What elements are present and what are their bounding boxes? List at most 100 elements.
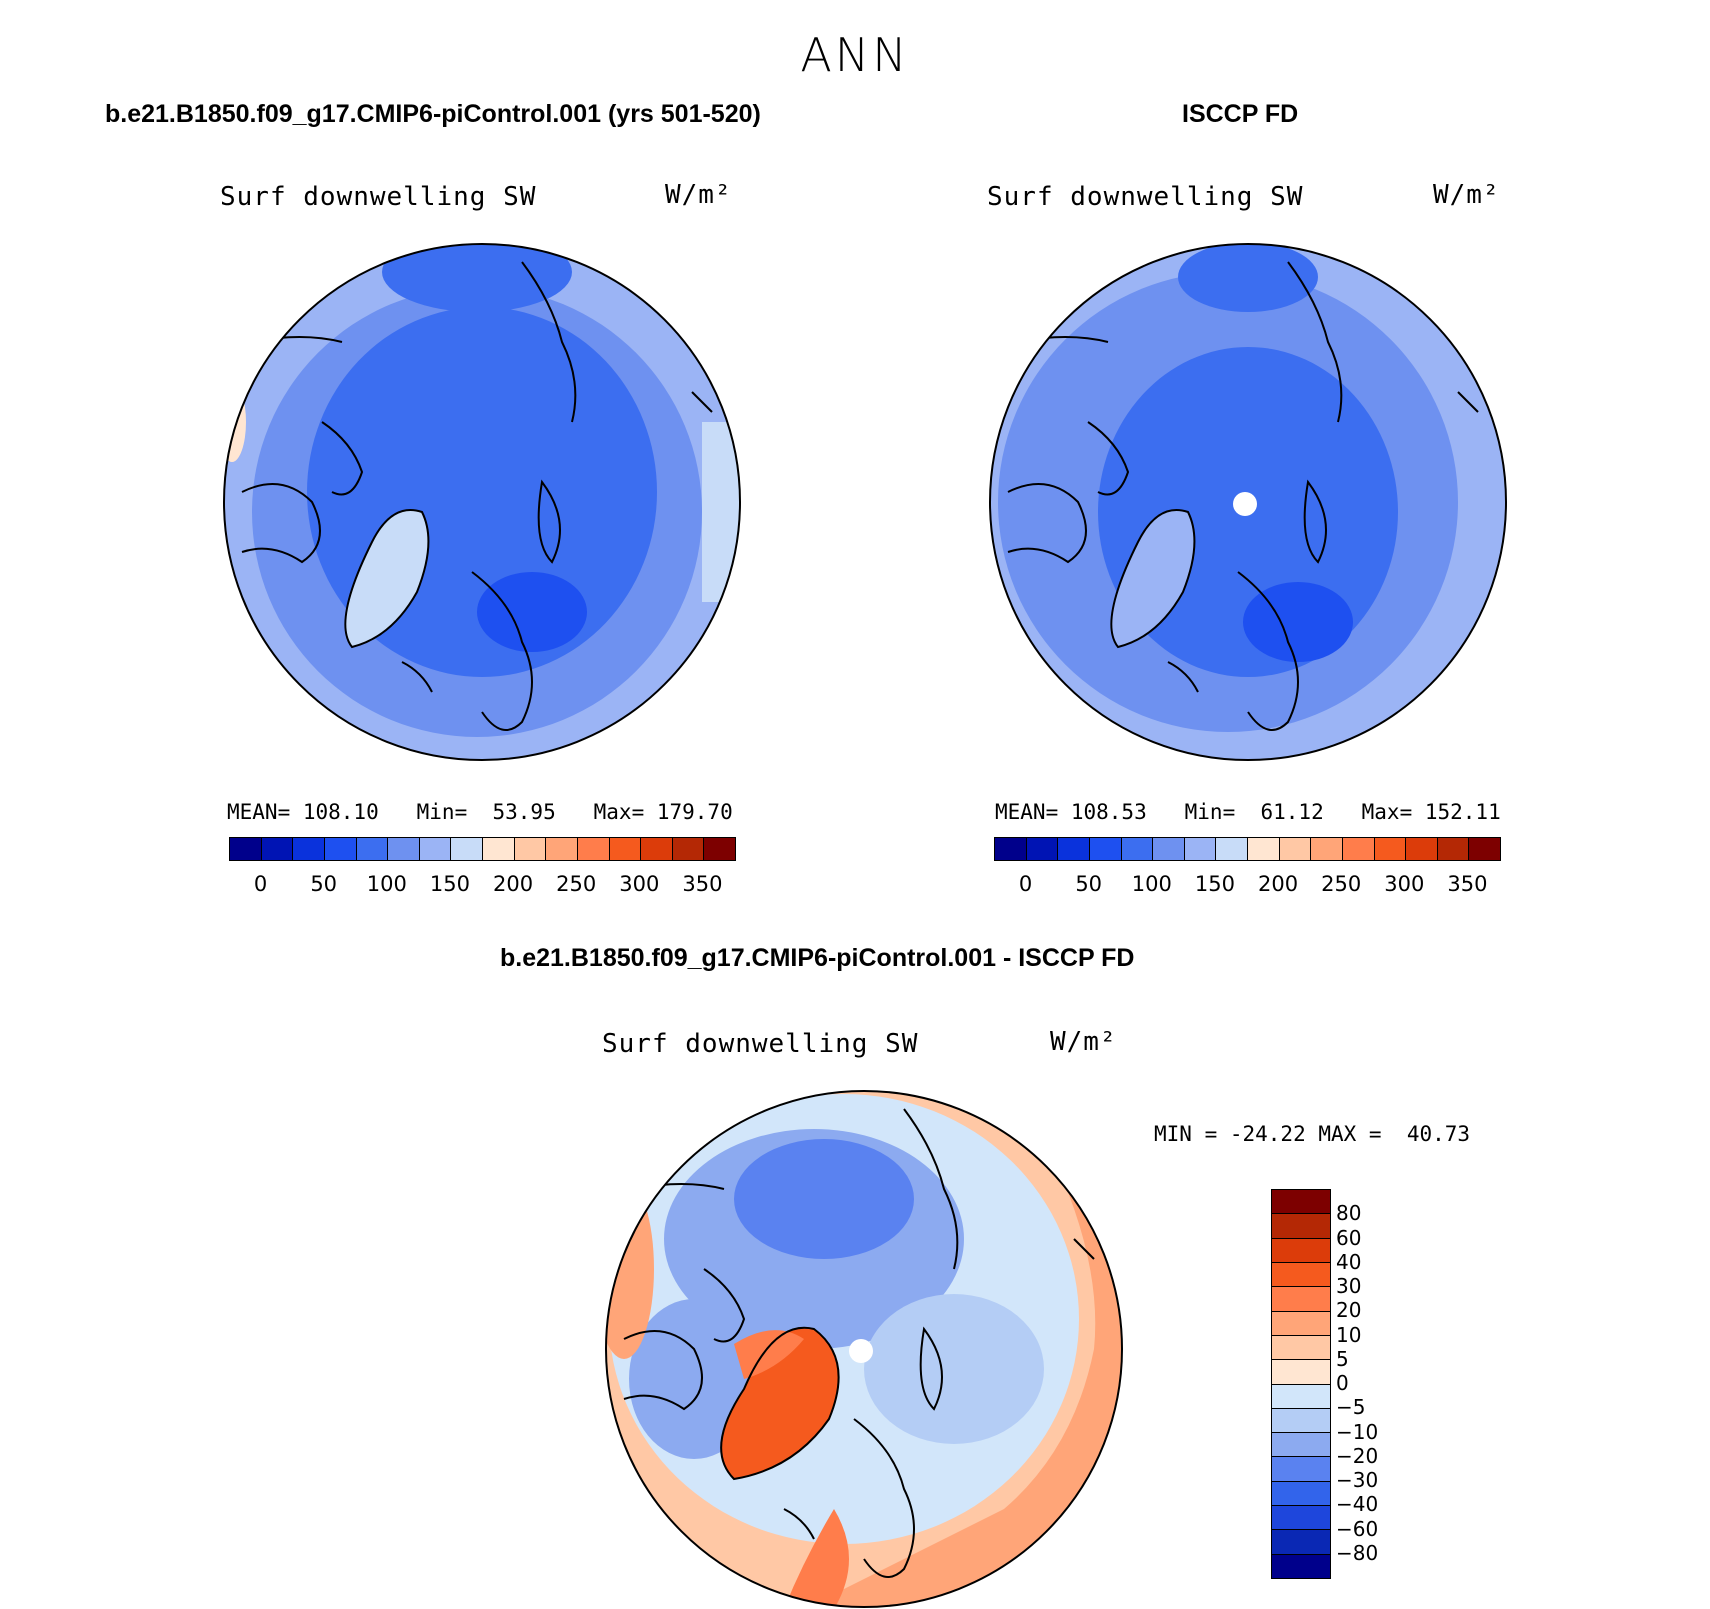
obs-colorbar-label: 150 [1194,872,1235,896]
model-colorbar-box [672,838,705,860]
diff-colorbar-box [1272,1238,1330,1263]
obs-colorbar [994,837,1501,861]
model-colorbar [229,837,736,861]
diff-colorbar-box [1272,1214,1330,1239]
obs-colorbar-box [1026,838,1059,860]
obs-polar-map [989,243,1507,761]
diff-colorbar-label: −10 [1336,1419,1379,1444]
obs-colorbar-box [1248,838,1280,860]
diff-colorbar-label: −80 [1336,1540,1379,1565]
obs-colorbar-box [1121,838,1154,860]
obs-colorbar-box [1311,838,1343,860]
diff-colorbar-box [1272,1433,1330,1458]
model-panel-title: b.e21.B1850.f09_g17.CMIP6-piControl.001 … [105,100,761,128]
diff-colorbar-box [1272,1190,1330,1215]
obs-colorbar-box [1406,838,1438,860]
obs-colorbar-box [1153,838,1185,860]
obs-colorbar-label: 100 [1131,872,1172,896]
diff-panel-title: b.e21.B1850.f09_g17.CMIP6-piControl.001 … [500,944,1135,972]
model-colorbar-box [483,838,515,860]
model-stats: MEAN= 108.10 Min= 53.95 Max= 179.70 [227,800,733,824]
obs-colorbar-box [995,838,1027,860]
model-colorbar-box [514,838,547,860]
main-title: ANN [800,28,910,82]
obs-variable-label: Surf downwelling SW [987,182,1304,212]
model-colorbar-box [388,838,420,860]
obs-colorbar-label: 0 [1018,872,1033,896]
model-colorbar-label: 300 [619,872,660,896]
model-colorbar-label: 50 [310,872,338,896]
diff-colorbar-label: −40 [1336,1492,1379,1517]
obs-colorbar-box [1342,838,1375,860]
model-colorbar-labels: 0 50 100 150 200 250 300 350 [229,872,734,900]
diff-colorbar-label: −5 [1336,1395,1366,1420]
diff-colorbar-label: 10 [1336,1322,1362,1347]
model-colorbar-box [230,838,262,860]
diff-colorbar-label: 0 [1336,1371,1349,1395]
model-colorbar-box [261,838,294,860]
obs-colorbar-box [1437,838,1470,860]
diff-colorbar-box [1272,1554,1330,1578]
model-colorbar-label: 100 [366,872,407,896]
obs-panel-title: ISCCP FD [1182,100,1299,128]
model-colorbar-box [577,838,610,860]
model-colorbar-box [704,838,735,860]
model-colorbar-label: 250 [556,872,597,896]
diff-colorbar-box [1272,1506,1330,1531]
obs-colorbar-labels: 0 50 100 150 200 250 300 350 [994,872,1499,900]
obs-colorbar-box [1469,838,1500,860]
model-units-label: W/m² [665,180,732,210]
model-colorbar-box [451,838,483,860]
obs-colorbar-label: 200 [1258,872,1299,896]
model-colorbar-box [419,838,452,860]
model-colorbar-box [609,838,642,860]
obs-colorbar-label: 350 [1447,872,1488,896]
diff-colorbar-box [1272,1360,1330,1385]
diff-colorbar-label: −20 [1336,1443,1379,1468]
obs-stats: MEAN= 108.53 Min= 61.12 Max= 152.11 [995,800,1501,824]
model-variable-label: Surf downwelling SW [220,182,537,212]
diff-colorbar-box [1272,1384,1330,1409]
diff-colorbar [1271,1189,1331,1579]
diff-colorbar-label: −60 [1336,1516,1379,1541]
diff-colorbar-box [1272,1287,1330,1312]
model-colorbar-box [293,838,325,860]
diff-colorbar-label: 30 [1336,1274,1362,1298]
obs-colorbar-box [1058,838,1090,860]
obs-colorbar-label: 250 [1321,872,1362,896]
obs-colorbar-label: 50 [1075,872,1103,896]
diff-colorbar-label: 40 [1336,1249,1362,1274]
diff-colorbar-label: 80 [1336,1201,1362,1226]
diff-colorbar-box [1272,1335,1330,1361]
diff-colorbar-label: 5 [1336,1346,1349,1371]
diff-colorbar-box [1272,1530,1330,1555]
obs-colorbar-box [1089,838,1122,860]
model-colorbar-box [546,838,578,860]
model-polar-map [223,243,741,761]
model-colorbar-label: 200 [493,872,534,896]
diff-colorbar-box [1272,1408,1330,1434]
model-colorbar-box [641,838,673,860]
diff-colorbar-box [1272,1311,1330,1336]
diff-units-label: W/m² [1050,1027,1117,1057]
model-colorbar-label: 150 [429,872,470,896]
diff-colorbar-label: 60 [1336,1225,1362,1250]
model-colorbar-box [324,838,357,860]
diff-variable-label: Surf downwelling SW [602,1029,919,1059]
model-colorbar-label: 0 [253,872,268,896]
diff-colorbar-labels: 80 60 40 30 20 10 5 0 −5 −10 −20 −30 −40 −60 −80 [1336,1189,1396,1577]
model-colorbar-box [356,838,389,860]
diff-polar-map [605,1090,1123,1608]
model-colorbar-label: 350 [682,872,723,896]
diff-colorbar-box [1272,1457,1330,1482]
diff-stats: MIN = -24.22 MAX = 40.73 [1154,1122,1471,1146]
diff-colorbar-label: 20 [1336,1298,1362,1323]
obs-colorbar-box [1279,838,1312,860]
diff-colorbar-box [1272,1481,1330,1507]
diff-colorbar-box [1272,1262,1330,1288]
obs-colorbar-box [1216,838,1248,860]
diff-colorbar-label: −30 [1336,1468,1379,1492]
obs-units-label: W/m² [1433,180,1500,210]
obs-colorbar-box [1184,838,1217,860]
obs-colorbar-label: 300 [1384,872,1425,896]
